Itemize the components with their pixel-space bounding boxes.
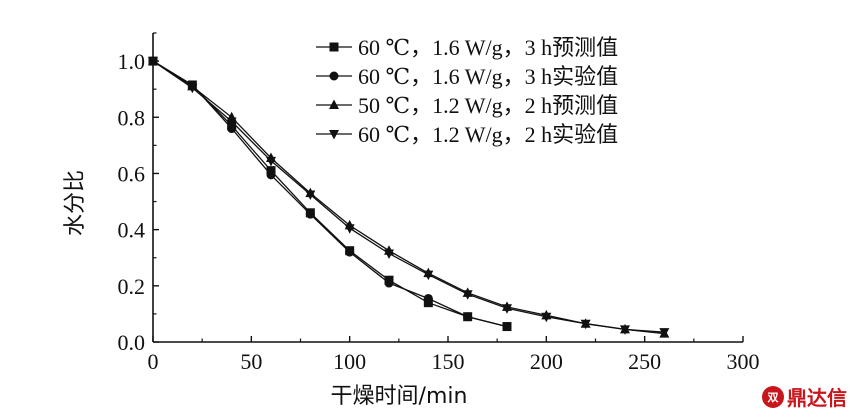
y-tick-label: 0.8 bbox=[118, 105, 146, 130]
data-point bbox=[541, 312, 552, 323]
x-axis-title: 干燥时间/min bbox=[331, 384, 468, 409]
data-point bbox=[384, 249, 394, 260]
data-point bbox=[462, 290, 473, 300]
watermark-text: 鼎达信 bbox=[787, 386, 847, 410]
legend-entry-2: 60 ℃，1.6 W/g，3 h实验值 bbox=[316, 64, 618, 89]
x-tick-label: 200 bbox=[530, 349, 563, 374]
data-point bbox=[226, 117, 237, 127]
data-point bbox=[344, 224, 355, 234]
series-line bbox=[152, 60, 665, 333]
data-point bbox=[620, 325, 630, 335]
data-point bbox=[227, 124, 237, 134]
x-tick-label: 0 bbox=[148, 349, 159, 374]
y-tick-label: 0.2 bbox=[118, 274, 146, 299]
watermark-logo-icon: 双 bbox=[762, 385, 784, 408]
legend-marker bbox=[329, 42, 339, 52]
series-line bbox=[152, 60, 508, 328]
series-layer bbox=[148, 55, 670, 338]
data-point bbox=[463, 312, 473, 322]
data-point bbox=[305, 190, 316, 201]
series-4 bbox=[148, 57, 670, 338]
data-point bbox=[580, 319, 591, 330]
data-point bbox=[345, 247, 355, 257]
legend-entry-1: 60 ℃，1.6 W/g，3 h预测值 bbox=[316, 35, 618, 60]
data-point bbox=[266, 156, 276, 167]
legend-marker bbox=[329, 130, 339, 140]
x-tick-label: 300 bbox=[727, 349, 760, 374]
legend-label: 50 ℃，1.2 W/g，2 h预测值 bbox=[358, 93, 618, 118]
y-tick-label: 0.4 bbox=[118, 218, 146, 243]
data-point bbox=[659, 328, 670, 338]
legend: 60 ℃，1.6 W/g，3 h预测值 60 ℃，1.6 W/g，3 h实验值 50… bbox=[316, 35, 618, 147]
legend-marker bbox=[329, 99, 339, 109]
data-point bbox=[148, 57, 158, 67]
data-point bbox=[423, 270, 434, 281]
x-tick-label: 150 bbox=[432, 349, 465, 374]
data-point bbox=[187, 83, 198, 94]
x-tick-label: 100 bbox=[333, 349, 366, 374]
data-point bbox=[502, 304, 512, 314]
y-axis-title: 水分比 bbox=[63, 170, 88, 236]
y-tick-label: 0.6 bbox=[118, 161, 146, 186]
legend-entry-4: 60 ℃，1.2 W/g，2 h实验值 bbox=[316, 122, 618, 147]
legend-label: 60 ℃，1.6 W/g，3 h预测值 bbox=[358, 35, 618, 60]
legend-marker bbox=[329, 71, 339, 81]
data-point bbox=[423, 293, 433, 303]
legend-label: 60 ℃，1.6 W/g，3 h实验值 bbox=[358, 64, 618, 89]
legend-entry-3: 50 ℃，1.2 W/g，2 h预测值 bbox=[316, 93, 618, 118]
data-point bbox=[305, 209, 315, 219]
data-point bbox=[502, 322, 512, 332]
data-point bbox=[384, 278, 394, 288]
axes: 0 50 100 150 200 250 300 0.0 0.2 0.4 0.6 0.8 1.0 bbox=[118, 32, 760, 374]
y-tick-label: 0.0 bbox=[118, 330, 146, 355]
x-tick-label: 250 bbox=[628, 349, 661, 374]
y-tick-label: 1.0 bbox=[118, 49, 146, 74]
legend-label: 60 ℃，1.2 W/g，2 h实验值 bbox=[358, 122, 618, 147]
x-tick-label: 50 bbox=[240, 349, 262, 374]
data-point bbox=[266, 170, 276, 180]
watermark: 双 鼎达信 bbox=[762, 382, 847, 411]
